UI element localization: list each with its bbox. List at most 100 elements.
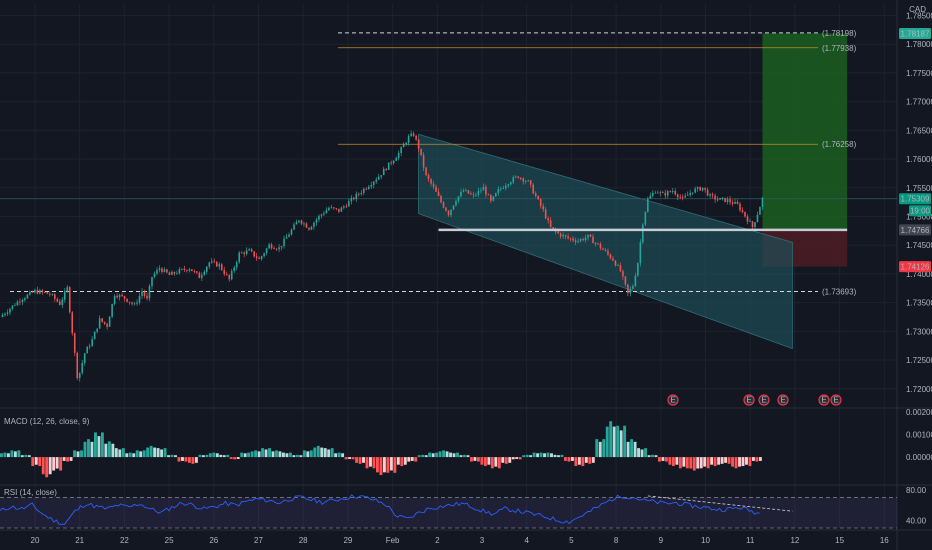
candle-body — [113, 295, 116, 304]
candle-body — [305, 223, 308, 228]
macd-histogram-bar — [755, 457, 759, 462]
macd-histogram-bar — [396, 457, 400, 465]
candle-body — [617, 265, 619, 266]
macd-histogram-bar — [181, 457, 184, 461]
event-marker-icon[interactable] — [758, 394, 770, 406]
macd-histogram-bar — [731, 457, 734, 467]
macd-histogram-bar — [407, 457, 411, 462]
macd-histogram-bar — [623, 425, 627, 458]
candle-body — [537, 196, 539, 200]
macd-histogram-bar — [664, 457, 668, 462]
rsi-trendline[interactable] — [647, 495, 793, 512]
macd-histogram-bar — [658, 457, 661, 462]
descending-channel[interactable] — [418, 133, 793, 350]
candle-body — [39, 290, 41, 294]
macd-histogram-bar — [337, 452, 341, 458]
candle-body — [362, 188, 365, 193]
candle-body — [736, 201, 739, 204]
candle-body — [480, 190, 482, 192]
macd-histogram-bar — [233, 457, 237, 460]
candle-body — [14, 305, 16, 307]
time-tick-label: 16 — [880, 536, 889, 545]
candle-body — [308, 227, 310, 230]
macd-histogram-bar — [107, 441, 111, 458]
candle-body — [592, 236, 594, 244]
macd-histogram-bar — [699, 457, 703, 469]
candle-body — [482, 186, 485, 191]
candle-body — [191, 269, 193, 272]
event-marker-icon[interactable] — [667, 394, 679, 406]
event-marker-label: E — [670, 396, 675, 405]
macd-histogram-bar — [17, 450, 21, 458]
rsi-line[interactable] — [0, 493, 760, 525]
candle-body — [153, 273, 156, 278]
candle-body — [465, 190, 467, 191]
candle-body — [206, 266, 208, 272]
candle-body — [118, 294, 121, 298]
macd-histogram-bar — [470, 457, 473, 462]
candle-body — [400, 147, 402, 154]
event-marker-icon[interactable] — [743, 394, 755, 406]
time-tick-label: 21 — [75, 536, 84, 545]
macd-histogram-bar — [327, 449, 331, 458]
candle-body — [517, 176, 520, 179]
candle-body — [61, 299, 64, 305]
macd-histogram-bar — [758, 457, 762, 461]
macd-histogram-bar — [264, 449, 268, 458]
macd-histogram-bar — [52, 457, 56, 471]
rsi-tick-label: 40.00 — [906, 516, 927, 525]
event-marker-icon[interactable] — [777, 394, 789, 406]
macd-histogram-bar — [644, 448, 647, 458]
macd-histogram-bar — [104, 443, 108, 458]
candle-body — [619, 265, 622, 272]
macd-histogram-bar — [121, 448, 125, 458]
macd-histogram-bar — [288, 452, 292, 458]
candle-body — [138, 295, 141, 303]
price-tick-label: 1.74500 — [906, 241, 932, 250]
candle-body — [701, 187, 704, 191]
candle-body — [684, 195, 687, 198]
candle-body — [639, 242, 642, 264]
candle-body — [353, 197, 355, 200]
price-badge — [899, 224, 931, 236]
candle-body — [445, 207, 447, 211]
candle-body — [54, 294, 56, 299]
candle-body — [88, 345, 91, 347]
candle-body — [136, 302, 138, 304]
candle-body — [410, 133, 412, 137]
rsi-band — [0, 497, 897, 528]
macd-histogram-bar — [38, 457, 42, 467]
candle-body — [218, 264, 221, 267]
candle-body — [298, 220, 300, 223]
macd-histogram-bar — [490, 457, 494, 469]
macd-histogram-bar — [720, 457, 724, 464]
time-tick-label: 8 — [614, 536, 619, 545]
candle-body — [734, 201, 736, 204]
macd-histogram-bar — [619, 430, 623, 458]
candle-body — [123, 296, 126, 299]
macd-histogram-bar — [135, 450, 139, 458]
candle-body — [699, 187, 701, 191]
candle-body — [681, 197, 684, 199]
candle-body — [126, 298, 128, 302]
event-marker-icon[interactable] — [830, 394, 842, 406]
candle-body — [4, 313, 6, 315]
candle-body — [315, 219, 318, 223]
candle-body — [589, 234, 592, 237]
event-marker-icon[interactable] — [818, 394, 830, 406]
candle-body — [387, 162, 390, 170]
candle-body — [355, 193, 358, 200]
candle-body — [676, 194, 679, 198]
candle-body — [283, 238, 285, 247]
macd-histogram-bar — [727, 457, 731, 464]
macd-histogram-bar — [473, 457, 477, 461]
macd-histogram-bar — [295, 454, 299, 458]
macd-histogram-bar — [62, 457, 66, 461]
candle-body — [652, 192, 654, 196]
macd-histogram-bar — [6, 453, 10, 458]
target-zone[interactable] — [762, 33, 848, 230]
macd-histogram-bar — [188, 457, 191, 463]
macd-histogram-bar — [609, 421, 613, 458]
